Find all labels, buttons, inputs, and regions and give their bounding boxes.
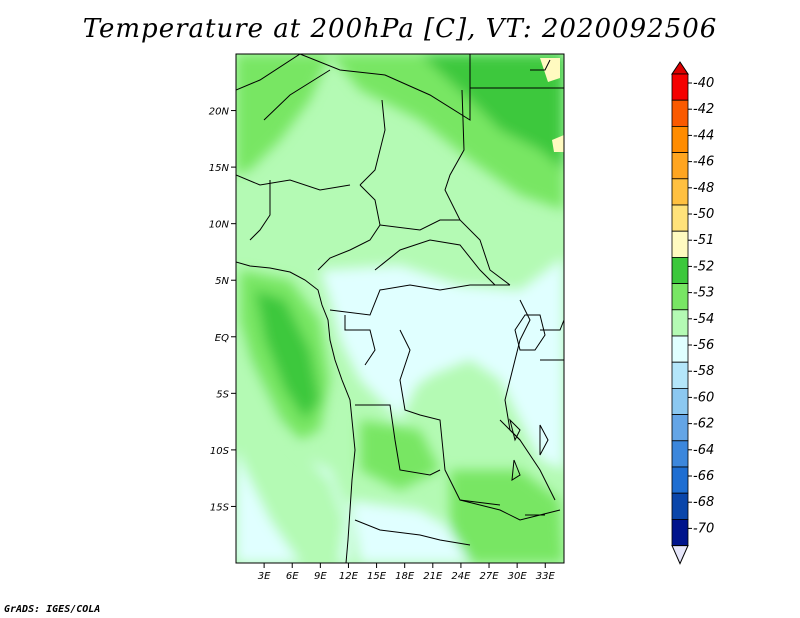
colorbar-swatch [671, 152, 689, 180]
colorbar-label: -68 [693, 495, 714, 510]
colorbar-label: -40 [693, 76, 714, 91]
colorbar-swatch [671, 283, 689, 311]
lon-tick-label: 30E [508, 571, 528, 582]
colorbar-label: -58 [693, 364, 714, 379]
lon-tick-label: 6E [286, 571, 299, 582]
colorbar-swatch [671, 335, 689, 363]
colorbar-tip-top [671, 61, 689, 75]
footer-credit: GrADS: IGES/COLA [4, 604, 101, 615]
colorbar-legend: -40 -42 -44 -46 -48 -50 -51 -52 -53 -54 -56 -58 -60 -… [671, 61, 714, 565]
lon-tick-label: 18E [395, 571, 415, 582]
colorbar-swatch [671, 492, 689, 520]
colorbar-swatch [671, 387, 689, 415]
lon-tick-label: 3E [258, 571, 271, 582]
lat-tick-label: 15S [210, 502, 230, 513]
colorbar-label: -48 [693, 181, 714, 196]
colorbar-label: -56 [693, 338, 714, 353]
colorbar-label: -53 [693, 286, 714, 301]
lat-tick-label: EQ [215, 333, 229, 344]
colorbar-swatch [671, 99, 689, 127]
colorbar-label: -44 [693, 128, 714, 143]
lat-tick-label: 5S [216, 389, 229, 400]
colorbar-swatch [671, 309, 689, 337]
lon-tick-label: 27E [480, 571, 500, 582]
colorbar-label: -52 [693, 259, 714, 274]
colorbar-label: -50 [693, 207, 714, 222]
lon-tick-label: 33E [536, 571, 556, 582]
lon-tick-label: 21E [423, 571, 443, 582]
colorbar-label: -46 [693, 155, 714, 170]
colorbar-swatch [671, 256, 689, 284]
colorbar-label: -62 [693, 417, 714, 432]
longitude-axis: 3E 6E 9E 12E 15E 18E 21E 24E 27E 30E 33E [258, 563, 556, 582]
colorbar-label: -70 [693, 521, 714, 536]
colorbar-swatch [671, 73, 689, 101]
country-boundaries [236, 54, 564, 563]
colorbar-swatch [671, 414, 689, 442]
lat-tick-label: 20N [209, 107, 230, 118]
colorbar-swatch [671, 519, 689, 547]
colorbar-label: -64 [693, 443, 714, 458]
lat-tick-label: 5N [215, 276, 229, 287]
lon-tick-label: 24E [451, 571, 471, 582]
lat-tick-label: 10N [209, 220, 230, 231]
colorbar-swatch [671, 178, 689, 206]
temperature-field [236, 54, 564, 563]
colorbar-label: -51 [693, 233, 714, 248]
map-frame [235, 53, 565, 564]
colorbar-swatch [671, 126, 689, 154]
lon-tick-label: 15E [367, 571, 387, 582]
lat-tick-label: 15N [209, 163, 230, 174]
colorbar-label: -54 [693, 312, 714, 327]
colorbar-swatch [671, 230, 689, 258]
colorbar-swatch [671, 361, 689, 389]
colorbar-label: -60 [693, 390, 714, 405]
lon-tick-label: 12E [339, 571, 359, 582]
colorbar-tip-bottom [671, 545, 689, 565]
lon-tick-label: 9E [314, 571, 327, 582]
colorbar-label: -66 [693, 469, 714, 484]
colorbar-swatch [671, 204, 689, 232]
colorbar-swatch [671, 466, 689, 494]
colorbar-label: -42 [693, 102, 714, 117]
latitude-axis: 20N 15N 10N 5N EQ 5S 10S 15S [209, 107, 236, 513]
colorbar-swatch [671, 440, 689, 468]
map-title: Temperature at 200hPa [C], VT: 202009250… [82, 14, 718, 44]
lat-tick-label: 10S [210, 446, 230, 457]
